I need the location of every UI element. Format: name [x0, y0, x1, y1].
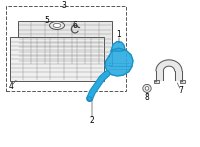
Ellipse shape — [53, 23, 61, 27]
Polygon shape — [105, 48, 133, 76]
Bar — [180, 80, 184, 83]
Ellipse shape — [155, 81, 157, 82]
Text: 6: 6 — [73, 21, 77, 30]
Text: 5: 5 — [45, 16, 49, 25]
Ellipse shape — [87, 97, 92, 100]
Bar — [10, 37, 104, 81]
Text: 1: 1 — [117, 30, 121, 39]
Bar — [18, 21, 112, 65]
Text: 2: 2 — [90, 116, 94, 125]
Text: 3: 3 — [62, 1, 66, 10]
Text: 8: 8 — [145, 93, 149, 102]
Text: 4: 4 — [9, 82, 13, 91]
Text: 7: 7 — [179, 86, 183, 95]
Ellipse shape — [145, 87, 149, 90]
Bar — [154, 80, 158, 83]
Ellipse shape — [143, 84, 151, 92]
Polygon shape — [156, 60, 182, 71]
Bar — [6, 6, 126, 91]
Ellipse shape — [181, 81, 183, 82]
Polygon shape — [111, 42, 125, 51]
Ellipse shape — [49, 21, 64, 29]
